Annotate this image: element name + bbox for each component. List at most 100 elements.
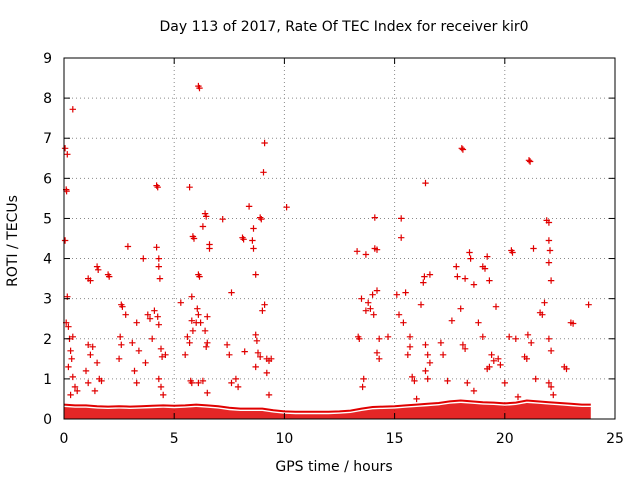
baseline-band-area bbox=[64, 403, 591, 419]
data-point bbox=[506, 333, 513, 340]
data-point bbox=[371, 214, 378, 221]
data-point bbox=[539, 311, 546, 318]
data-point bbox=[204, 339, 211, 346]
data-point bbox=[547, 347, 555, 354]
x-tick-label: 5 bbox=[170, 431, 179, 447]
x-axis-tick-labels: 0 5 10 15 20 25 bbox=[60, 431, 624, 447]
y-tick-label: 4 bbox=[43, 252, 52, 268]
data-point bbox=[117, 333, 124, 340]
data-point bbox=[241, 348, 248, 355]
data-point bbox=[384, 333, 392, 340]
data-point bbox=[362, 251, 370, 258]
data-point bbox=[369, 291, 376, 298]
data-point bbox=[367, 305, 374, 312]
data-point bbox=[154, 313, 161, 320]
data-point bbox=[422, 367, 429, 375]
data-point bbox=[74, 387, 81, 395]
data-point bbox=[481, 265, 489, 272]
data-point bbox=[153, 182, 160, 189]
data-point bbox=[151, 307, 158, 314]
data-points bbox=[61, 82, 592, 403]
data-point bbox=[532, 375, 539, 383]
data-point bbox=[142, 359, 149, 366]
data-point bbox=[240, 236, 247, 243]
data-point bbox=[61, 237, 69, 244]
data-point bbox=[458, 145, 465, 152]
data-point bbox=[402, 289, 409, 296]
data-point bbox=[259, 307, 266, 314]
data-point bbox=[424, 351, 431, 358]
data-point bbox=[376, 335, 383, 342]
data-point bbox=[421, 273, 428, 280]
data-point bbox=[547, 277, 555, 284]
data-point bbox=[461, 345, 469, 352]
data-point bbox=[545, 335, 553, 342]
chart-title: Day 113 of 2017, Rate Of TEC Index for r… bbox=[159, 19, 528, 35]
data-point bbox=[250, 225, 257, 232]
x-axis-title: GPS time / hours bbox=[275, 459, 392, 475]
data-point bbox=[199, 377, 207, 385]
data-point bbox=[188, 293, 195, 300]
data-point bbox=[232, 375, 240, 383]
y-tick-label: 6 bbox=[43, 171, 52, 187]
data-point bbox=[353, 248, 361, 255]
y-tick-label: 3 bbox=[43, 292, 52, 308]
data-point bbox=[65, 363, 72, 371]
data-point bbox=[470, 281, 478, 288]
data-point bbox=[475, 319, 482, 326]
data-point bbox=[488, 351, 495, 358]
data-point bbox=[133, 379, 140, 387]
data-point bbox=[439, 351, 447, 358]
data-point bbox=[93, 359, 101, 366]
data-point bbox=[545, 259, 553, 266]
data-point bbox=[190, 235, 198, 242]
data-point bbox=[373, 287, 381, 294]
data-point bbox=[206, 245, 213, 252]
data-point bbox=[257, 214, 264, 221]
data-point bbox=[204, 313, 211, 320]
x-tick-label: 25 bbox=[606, 431, 624, 447]
data-point bbox=[398, 215, 405, 222]
data-point bbox=[486, 277, 493, 284]
data-point bbox=[260, 169, 267, 176]
data-point bbox=[196, 273, 203, 280]
data-point bbox=[547, 383, 555, 391]
data-point bbox=[106, 273, 113, 280]
data-point bbox=[569, 320, 577, 327]
data-point bbox=[254, 349, 262, 356]
data-point bbox=[67, 391, 74, 399]
data-point bbox=[184, 333, 191, 340]
data-point bbox=[65, 323, 72, 330]
data-point bbox=[188, 379, 195, 387]
data-point bbox=[530, 245, 537, 252]
data-point bbox=[195, 379, 202, 387]
data-point bbox=[550, 391, 557, 399]
data-point bbox=[373, 349, 381, 356]
data-point bbox=[201, 210, 209, 217]
data-point bbox=[459, 341, 467, 348]
data-point bbox=[155, 263, 162, 270]
data-point bbox=[365, 299, 372, 306]
data-point bbox=[89, 343, 96, 350]
data-point bbox=[400, 319, 407, 326]
data-point bbox=[195, 311, 202, 318]
data-point bbox=[424, 375, 431, 383]
data-point bbox=[466, 249, 473, 256]
data-point bbox=[186, 184, 193, 191]
data-point bbox=[155, 321, 162, 328]
x-tick-label: 10 bbox=[275, 431, 293, 447]
data-point bbox=[158, 353, 166, 360]
data-point bbox=[459, 146, 467, 153]
data-point bbox=[162, 351, 169, 358]
data-point bbox=[545, 237, 553, 244]
data-point bbox=[444, 377, 451, 385]
data-point bbox=[358, 295, 365, 302]
data-point bbox=[512, 335, 519, 342]
data-point bbox=[234, 383, 242, 391]
data-point bbox=[454, 273, 461, 280]
data-point bbox=[526, 158, 534, 165]
data-point bbox=[283, 204, 290, 211]
data-point bbox=[245, 203, 253, 210]
data-point bbox=[528, 339, 535, 346]
